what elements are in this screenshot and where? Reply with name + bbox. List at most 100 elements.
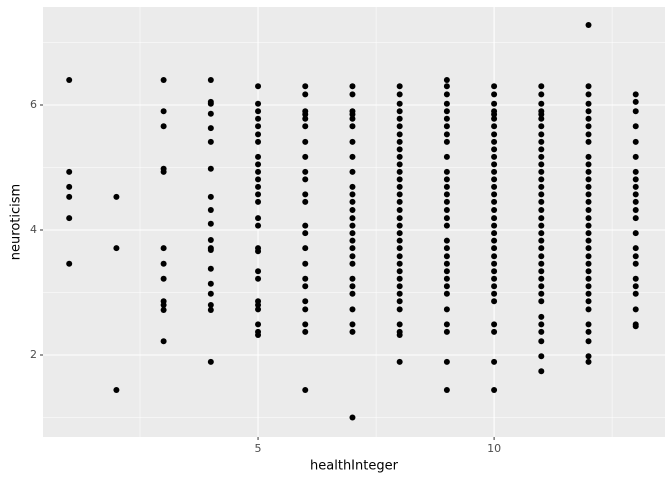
point: [491, 253, 498, 260]
point: [632, 176, 639, 183]
point: [443, 191, 450, 198]
point: [585, 123, 592, 130]
point: [491, 198, 498, 205]
point: [443, 138, 450, 145]
point: [396, 108, 403, 115]
point: [443, 237, 450, 244]
point: [538, 146, 545, 153]
point: [302, 306, 309, 313]
point: [538, 222, 545, 229]
point: [255, 183, 262, 190]
point: [255, 115, 262, 122]
point: [585, 183, 592, 190]
point: [349, 168, 356, 175]
point: [585, 353, 592, 360]
point: [255, 138, 262, 145]
point: [491, 111, 498, 118]
point: [302, 328, 309, 335]
point: [443, 115, 450, 122]
point: [538, 237, 545, 244]
point: [632, 275, 639, 282]
point: [538, 321, 545, 328]
point: [66, 215, 73, 222]
point: [207, 193, 214, 200]
point: [443, 207, 450, 213]
point: [538, 260, 545, 267]
point: [538, 268, 545, 275]
point: [632, 98, 639, 105]
point: [255, 191, 262, 198]
point: [443, 268, 450, 275]
point: [349, 306, 356, 313]
point: [632, 168, 639, 175]
point: [443, 123, 450, 130]
point: [491, 290, 498, 297]
point: [538, 183, 545, 190]
point: [396, 168, 403, 175]
point: [349, 215, 356, 222]
point: [538, 298, 545, 305]
point: [585, 198, 592, 205]
point: [302, 245, 309, 252]
point: [491, 83, 498, 90]
point: [396, 115, 403, 122]
point: [443, 290, 450, 297]
point: [396, 268, 403, 275]
point: [207, 125, 214, 132]
point: [491, 183, 498, 190]
point: [443, 245, 450, 252]
point: [585, 91, 592, 98]
point: [585, 168, 592, 175]
point: [443, 91, 450, 98]
point: [160, 302, 167, 308]
point: [443, 306, 450, 313]
point: [491, 207, 498, 213]
point: [255, 123, 262, 130]
point: [585, 260, 592, 267]
point: [396, 237, 403, 244]
point: [207, 358, 214, 365]
point: [302, 198, 309, 205]
point: [491, 222, 498, 229]
point: [632, 323, 639, 330]
point: [632, 260, 639, 267]
point: [349, 230, 356, 237]
point: [585, 83, 592, 90]
point: [632, 253, 639, 260]
point: [302, 168, 309, 175]
point: [491, 283, 498, 290]
point: [302, 275, 309, 282]
point: [491, 176, 498, 183]
point: [538, 198, 545, 205]
point: [396, 207, 403, 213]
point: [349, 245, 356, 252]
point: [207, 220, 214, 227]
point: [491, 387, 498, 393]
point: [160, 123, 167, 130]
point: [538, 313, 545, 320]
point: [349, 183, 356, 190]
point: [396, 260, 403, 267]
point: [396, 153, 403, 160]
point: [538, 230, 545, 237]
point: [538, 131, 545, 138]
point: [538, 123, 545, 130]
point: [585, 22, 592, 28]
x-axis-title: healthInteger: [310, 459, 399, 474]
point: [632, 198, 639, 205]
point: [491, 123, 498, 130]
point: [396, 91, 403, 98]
point: [585, 338, 592, 345]
point: [491, 138, 498, 145]
point: [585, 138, 592, 145]
point: [255, 176, 262, 183]
point: [491, 358, 498, 365]
point: [443, 283, 450, 290]
point: [255, 100, 262, 107]
point: [255, 153, 262, 160]
point: [585, 115, 592, 122]
point: [538, 328, 545, 335]
point: [585, 161, 592, 168]
point: [443, 328, 450, 335]
